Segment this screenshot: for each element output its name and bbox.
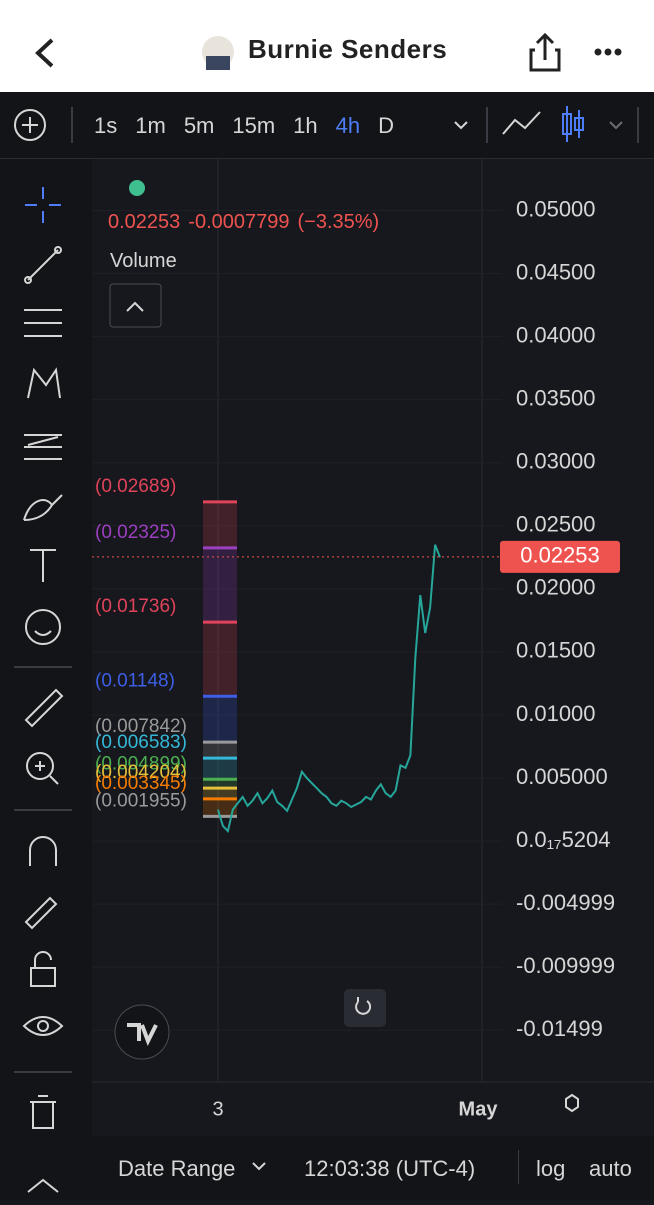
volume-label: Volume [110,250,177,272]
header-icons [35,32,622,72]
avatar-body [206,56,230,70]
status-dot [129,180,145,196]
delete-tool[interactable] [30,1095,56,1129]
y-tick-label: 0.02500 [516,512,596,537]
brush-tool[interactable] [23,494,63,521]
interval-button[interactable]: 1m [135,113,166,138]
header: Burnie Senders [0,0,654,92]
fib-label: (0.007842) [95,716,187,737]
price-legend: 0.02253 -0.0007799 (−3.35%) [108,211,387,234]
emoji-tool[interactable] [25,609,61,645]
candle-style-button[interactable] [562,106,584,142]
interval-button[interactable]: 1h [293,113,318,138]
more-button[interactable] [594,48,622,56]
unlock-tool[interactable] [30,967,56,987]
trend-line-tool[interactable] [27,249,59,281]
lock-drawing-tool[interactable] [24,896,58,930]
crosshair-tool[interactable] [25,187,61,223]
legend-change-pct: (−3.35%) [297,211,380,233]
x-tick-label: 3 [212,1098,223,1120]
fib-label: (0.01148) [95,670,175,691]
settings-icon [565,1093,579,1113]
y-tick-label: 0.02000 [516,575,596,600]
y-tick-label: 0.05000 [516,196,596,221]
fib-label: (0.006583) [95,732,187,753]
fib-band [203,788,237,799]
interval-dropdown[interactable] [454,121,468,130]
y-tick-label: 0.03500 [516,385,596,410]
magnet-tool[interactable] [29,836,57,866]
collapse-button[interactable] [109,283,162,328]
auto-toggle[interactable]: auto [589,1156,632,1181]
y-tick-label: 0.04000 [516,322,596,347]
x-tick-label: May [459,1098,499,1120]
ruler-tool[interactable] [24,688,64,728]
sidebar-icons [14,187,72,1193]
line-style-button[interactable] [502,111,541,135]
last-price-label: 0.02253 [520,543,600,568]
y-tick-label: -0.004999 [516,890,615,915]
y-tick-label: 0.01500 [516,638,596,663]
sidebar [0,159,92,1200]
zoom-tool[interactable] [26,752,54,780]
fib-label: (0.003345) [95,773,187,794]
legend-change: -0.0007799 [188,211,290,233]
log-toggle[interactable]: log [536,1156,566,1181]
interval-button[interactable]: 1s [94,113,118,138]
fib-label: (0.02689) [95,476,176,497]
tv-logo-mark [127,1023,158,1046]
date-range-button[interactable]: Date Range [118,1156,236,1181]
interval-button[interactable]: 5m [183,113,215,138]
toolbar-icons [14,106,639,143]
text-tool[interactable] [30,549,56,582]
fib-tool[interactable] [24,309,62,337]
tv-logo [114,1004,170,1060]
interval-button[interactable]: 4h [335,113,361,138]
y-tick-label: 0.03000 [516,449,596,474]
interval-list: 1s 1m 5m 15m 1h 4h D [94,113,412,139]
fib-band [203,696,237,743]
fib-band [203,779,237,789]
pattern-tool[interactable] [27,367,61,399]
y-tick-label: 0.01000 [516,701,596,726]
clock: 12:03:38 (UTC-4) [304,1156,476,1181]
toolbar [0,92,654,159]
collapse-arrow [126,301,144,312]
legend-price: 0.02253 [108,211,181,233]
share-button[interactable] [529,32,561,72]
date-range-caret [252,1162,266,1171]
last-price-box [500,540,620,573]
interval-button[interactable]: 15m [232,113,276,138]
projection-tool[interactable] [24,434,62,460]
fib-band [203,742,237,759]
price-line [217,544,441,833]
fib-band [203,798,237,817]
fib-band [203,758,237,780]
interval-button[interactable]: D [378,113,395,138]
reset-button[interactable] [344,989,386,1027]
reset-icon [355,997,372,1015]
title: Burnie Senders [248,34,448,64]
add-button[interactable] [14,109,46,141]
y-tick-label: 0.0₁₇5204 [516,827,611,852]
footer: Date Range 12:03:38 (UTC-4) log auto [92,1136,654,1200]
fib-label: (0.004899) [95,753,187,774]
hide-tool[interactable] [22,1016,64,1036]
back-button[interactable] [35,38,54,68]
fib-label: (0.004204) [95,762,187,783]
layers-tool[interactable] [27,1178,59,1193]
y-tick-label: 0.04500 [516,259,596,284]
fib-label: (0.001955) [95,790,187,811]
fib-band [203,547,237,623]
fib-band [203,622,237,697]
y-tick-label: -0.009999 [516,953,615,978]
y-tick-label: 0.005000 [516,764,608,789]
y-tick-label: -0.01499 [516,1016,603,1041]
fib-label: (0.01736) [95,596,176,617]
chart: 0.05000 0.04500 0.04000 0.03500 0.03000 0.025… [92,159,654,1120]
fib-band [203,501,237,548]
fib-label: (0.02325) [95,522,176,543]
